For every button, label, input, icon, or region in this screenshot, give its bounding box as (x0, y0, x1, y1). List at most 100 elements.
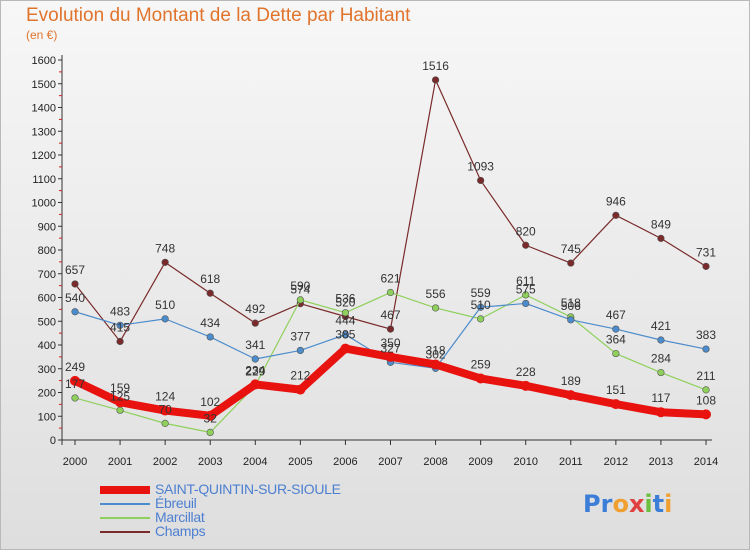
y-tick-label: 1400 (32, 103, 56, 115)
logo-letter: t (652, 490, 665, 518)
data-point (612, 211, 620, 219)
data-label: 234 (245, 363, 265, 377)
data-point (115, 397, 126, 408)
data-label: 745 (561, 242, 581, 256)
data-point (295, 384, 306, 395)
y-tick-label: 300 (38, 364, 56, 376)
data-label: 189 (561, 374, 581, 388)
data-point (477, 176, 485, 185)
data-point (430, 359, 441, 370)
data-point (657, 336, 665, 344)
data-label: 520 (335, 296, 355, 310)
data-point (520, 380, 531, 391)
logo-letter: o (612, 490, 629, 518)
data-label: 748 (155, 241, 175, 255)
y-tick-label: 1000 (32, 198, 56, 210)
data-label: 510 (155, 298, 175, 312)
y-tick-label: 600 (38, 293, 56, 305)
proxiti-logo: Proxiti (583, 490, 672, 518)
data-label: 284 (651, 352, 671, 366)
data-label: 211 (696, 369, 715, 383)
data-point (71, 280, 79, 288)
y-tick-label: 800 (38, 245, 56, 257)
y-tick-label: 900 (38, 221, 56, 233)
data-point (702, 262, 710, 270)
data-label: 518 (561, 296, 581, 310)
data-point (701, 409, 711, 420)
x-tick-label: 2008 (423, 456, 447, 468)
logo-letter: i (664, 490, 673, 518)
y-tick-label: 1500 (32, 79, 56, 91)
data-point (206, 333, 214, 341)
data-label: 467 (606, 308, 626, 322)
data-point (567, 316, 575, 324)
x-tick-label: 2000 (63, 456, 87, 468)
data-label: 621 (380, 272, 400, 286)
data-point (206, 428, 214, 437)
data-label: 159 (110, 381, 130, 395)
data-point (386, 288, 395, 297)
data-label: 125 (110, 389, 130, 403)
legend-label: SAINT-QUINTIN-SUR-SIOULE (155, 481, 341, 497)
data-point (296, 296, 304, 304)
x-tick-label: 2005 (288, 456, 312, 468)
y-tick-label: 500 (38, 316, 56, 328)
data-point (116, 321, 124, 329)
data-label: 1516 (422, 59, 449, 73)
data-label: 102 (200, 395, 220, 409)
data-label: 434 (200, 316, 220, 330)
data-point (71, 308, 79, 316)
data-label: 108 (696, 393, 716, 407)
data-label: 618 (200, 272, 220, 286)
data-point (477, 303, 485, 311)
legend-label: Ébreuil (155, 495, 197, 511)
data-point (161, 419, 169, 427)
data-label: 341 (245, 338, 265, 352)
y-tick-label: 400 (38, 340, 56, 352)
legend-label: Champs (155, 523, 206, 539)
legend-swatch (100, 503, 150, 505)
y-tick-label: 200 (38, 388, 56, 400)
data-point (251, 319, 259, 327)
logo-letter: r (600, 490, 613, 518)
logo-letter: i (644, 490, 653, 518)
y-tick-label: 1600 (32, 55, 56, 67)
data-label: 229 (245, 365, 265, 379)
x-tick-label: 2009 (468, 456, 492, 468)
data-label: 444 (335, 314, 355, 328)
data-label: 383 (696, 328, 716, 342)
data-point (296, 346, 304, 355)
x-tick-label: 2002 (153, 456, 177, 468)
x-tick-label: 2001 (108, 456, 132, 468)
x-tick-label: 2007 (378, 456, 402, 468)
data-point (657, 234, 665, 242)
data-point (340, 343, 351, 354)
data-label: 151 (606, 383, 626, 397)
data-point (431, 304, 440, 312)
data-point (71, 394, 79, 402)
data-label: 212 (290, 369, 310, 383)
y-tick-label: 700 (38, 269, 56, 281)
chart-subtitle: (en €) (26, 28, 58, 42)
data-point (341, 330, 350, 339)
data-point (431, 76, 440, 84)
data-point (477, 315, 485, 323)
x-tick-label: 2006 (333, 456, 357, 468)
data-label: 506 (561, 299, 581, 313)
data-point (205, 410, 216, 421)
data-point (612, 325, 620, 333)
data-label: 177 (65, 377, 85, 391)
data-label: 1093 (467, 159, 494, 173)
data-label: 259 (471, 357, 491, 371)
x-tick-label: 2010 (513, 456, 537, 468)
data-label: 377 (290, 329, 310, 343)
y-tick-label: 0 (50, 435, 56, 447)
data-point (565, 390, 576, 401)
logo-letter: P (583, 490, 601, 518)
data-label: 302 (426, 347, 446, 361)
data-point (522, 241, 530, 249)
data-label: 574 (290, 283, 310, 297)
x-tick-label: 2011 (559, 456, 583, 468)
x-tick-label: 2003 (198, 456, 222, 468)
data-point (116, 406, 124, 414)
